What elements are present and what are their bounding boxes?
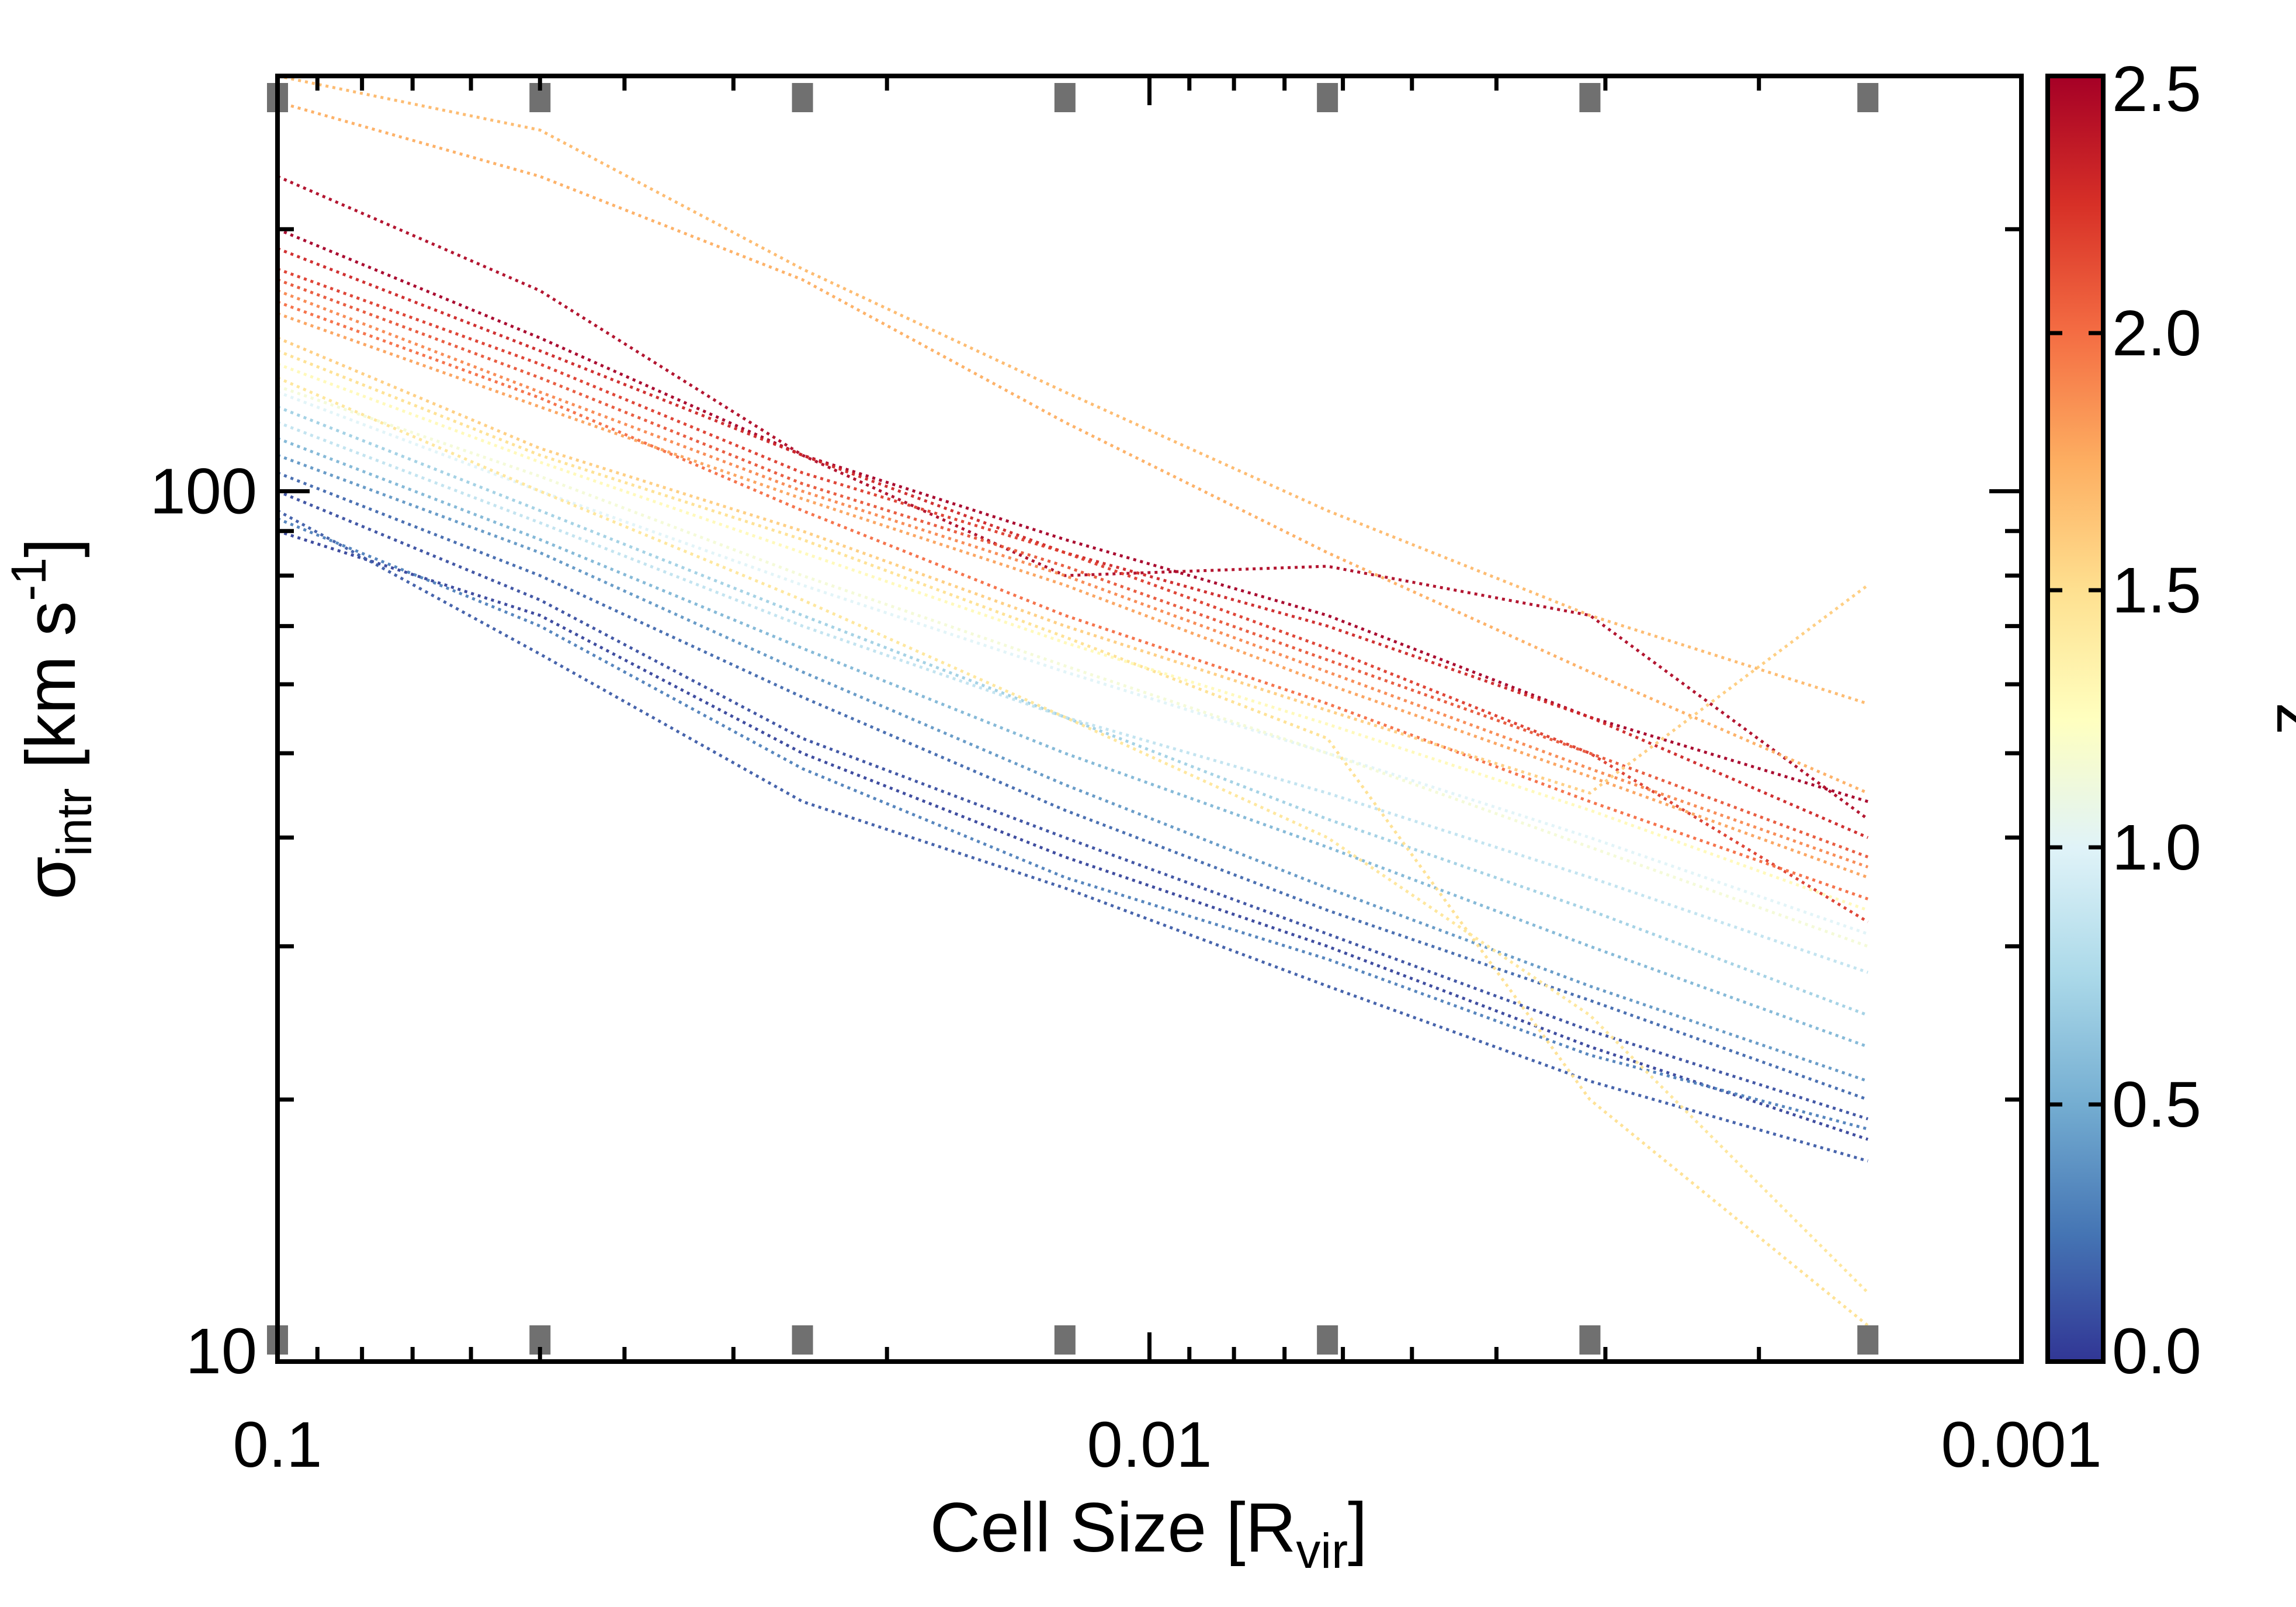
series-line (278, 517, 1868, 1131)
colorbar-tick-label: 1.0 (2112, 812, 2201, 884)
y-tick-labels: 10 100 (150, 456, 257, 1387)
series-line (278, 390, 1869, 936)
series-line (278, 247, 1869, 839)
series-line (278, 453, 1869, 1083)
x-tick-label: 0.1 (233, 1409, 322, 1481)
colorbar-label: z (2263, 703, 2296, 735)
series-line (278, 509, 1868, 1163)
colorbar-tick-label: 2.5 (2112, 53, 2201, 125)
series-line (278, 349, 1869, 1327)
series-line (278, 471, 1869, 1102)
series-line (278, 289, 1869, 869)
series-line (278, 490, 1868, 1121)
series-line (278, 421, 1869, 974)
x-tick-label: 0.01 (1087, 1409, 1212, 1481)
cell-size-marker-bottom (1054, 1325, 1076, 1355)
colorbar-ticks (2048, 74, 2103, 1364)
series-line (278, 227, 1868, 804)
series-line (278, 336, 1869, 795)
series-line (278, 405, 1869, 1017)
series-line (278, 385, 1869, 948)
y-tick-label: 100 (150, 456, 257, 528)
series-line (278, 278, 1869, 858)
series-line (278, 76, 1868, 705)
cell-size-marker-top (1317, 83, 1338, 112)
y-tick-label: 10 (186, 1315, 257, 1387)
cell-size-marker-bottom (1857, 1325, 1879, 1355)
series-line (278, 529, 1868, 1141)
cell-size-marker-bottom (1317, 1325, 1338, 1355)
series-line (278, 362, 1869, 912)
series-line (278, 300, 1869, 901)
colorbar-tick-labels: 0.0 0.5 1.0 1.5 2.0 2.5 (2112, 53, 2201, 1387)
x-tick-labels: 0.1 0.01 0.001 (233, 1409, 2102, 1481)
cell-size-marker-bottom (792, 1325, 813, 1355)
series-line (278, 437, 1869, 1048)
series-layer (278, 76, 1869, 1327)
ticks-layer (275, 74, 2024, 1364)
colorbar-tick-label: 0.5 (2112, 1069, 2201, 1141)
cell-size-marker-top (1579, 83, 1601, 112)
series-line (278, 312, 1869, 879)
series-line (278, 268, 1869, 923)
cell-size-marker-top (1054, 83, 1076, 112)
cell-size-marker-top (792, 83, 813, 112)
colorbar-tick-label: 0.0 (2112, 1315, 2201, 1387)
marker-layer (267, 83, 1879, 1355)
series-line (278, 101, 1869, 795)
colorbar-tick-label: 1.5 (2112, 555, 2201, 626)
x-axis-label: Cell Size [Rvir] (930, 1488, 1368, 1578)
colorbar (2045, 74, 2106, 1364)
y-axis-label: σintr [km s-1] (1, 538, 102, 900)
x-tick-label: 0.001 (1941, 1409, 2101, 1481)
series-line (278, 376, 1869, 1294)
colorbar-tick-label: 2.0 (2112, 297, 2201, 369)
plot-frame (275, 74, 2024, 1364)
cell-size-marker-bottom (1579, 1325, 1601, 1355)
cell-size-marker-top (1857, 83, 1879, 112)
series-line (278, 175, 1869, 820)
